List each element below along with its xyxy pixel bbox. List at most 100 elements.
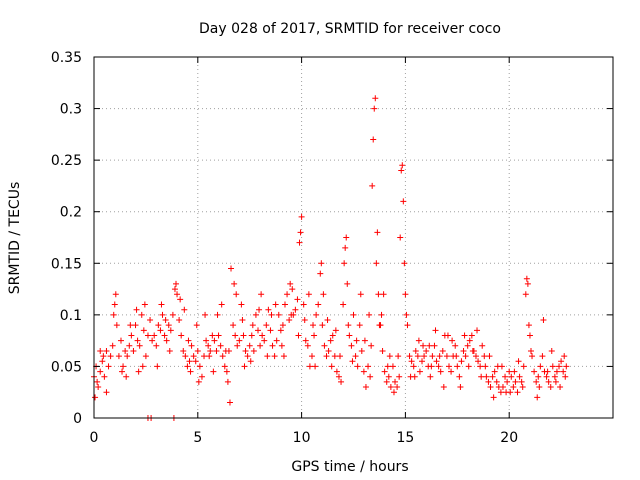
- data-point: [535, 373, 542, 380]
- data-point: [493, 378, 500, 385]
- data-point: [400, 198, 407, 205]
- data-point: [122, 347, 129, 354]
- data-point: [448, 368, 455, 375]
- data-point: [217, 342, 224, 349]
- data-point: [404, 322, 411, 329]
- data-point: [265, 306, 272, 313]
- data-point: [561, 353, 568, 360]
- data-point: [182, 353, 189, 360]
- data-point: [479, 342, 486, 349]
- data-point: [474, 327, 481, 334]
- data-point: [421, 353, 428, 360]
- x-axis-label: GPS time / hours: [291, 459, 408, 475]
- data-point: [374, 229, 381, 236]
- data-point: [427, 373, 434, 380]
- data-point: [452, 342, 459, 349]
- data-point: [142, 353, 149, 360]
- y-tick-label: 0.15: [51, 256, 82, 272]
- data-point: [373, 260, 380, 267]
- data-point: [272, 301, 279, 308]
- data-point: [483, 373, 490, 380]
- data-point: [95, 384, 102, 391]
- data-point: [139, 363, 146, 370]
- data-point: [149, 337, 156, 344]
- data-point: [115, 353, 122, 360]
- data-point: [269, 342, 276, 349]
- data-point: [352, 353, 359, 360]
- data-point: [233, 291, 240, 298]
- data-point: [557, 384, 564, 391]
- data-point: [290, 311, 297, 318]
- data-point: [436, 353, 443, 360]
- data-point: [454, 363, 461, 370]
- data-point: [130, 347, 137, 354]
- x-tick-label: 15: [396, 430, 414, 446]
- data-point: [311, 332, 318, 339]
- data-point: [258, 291, 265, 298]
- data-point: [518, 378, 525, 385]
- data-point: [242, 347, 249, 354]
- data-point: [502, 373, 509, 380]
- data-point: [358, 347, 365, 354]
- data-point: [411, 373, 418, 380]
- data-point: [302, 337, 309, 344]
- data-point: [534, 394, 541, 401]
- data-point: [540, 317, 547, 324]
- data-point: [228, 265, 235, 272]
- data-point: [423, 347, 430, 354]
- data-point: [486, 353, 493, 360]
- data-point: [545, 378, 552, 385]
- data-point: [387, 384, 394, 391]
- data-point: [349, 358, 356, 365]
- data-point: [252, 311, 259, 318]
- data-point: [157, 327, 164, 334]
- data-point: [511, 368, 518, 375]
- data-point: [544, 368, 551, 375]
- data-point: [344, 280, 351, 287]
- data-point: [239, 317, 246, 324]
- data-point: [508, 373, 515, 380]
- data-point: [477, 363, 484, 370]
- data-point: [378, 311, 385, 318]
- data-points: [91, 95, 570, 421]
- data-point: [173, 280, 180, 287]
- data-point: [207, 347, 214, 354]
- data-point: [456, 373, 463, 380]
- data-point: [556, 363, 563, 370]
- data-point: [298, 213, 305, 220]
- data-point: [397, 234, 404, 241]
- data-point: [308, 353, 315, 360]
- data-point: [367, 373, 374, 380]
- data-point: [489, 373, 496, 380]
- data-point: [428, 363, 435, 370]
- data-point: [186, 358, 193, 365]
- data-point: [461, 332, 468, 339]
- data-point: [169, 311, 176, 318]
- data-point: [289, 286, 296, 293]
- data-point: [519, 384, 526, 391]
- data-point: [437, 368, 444, 375]
- data-point: [240, 332, 247, 339]
- data-point: [111, 301, 118, 308]
- data-point: [412, 347, 419, 354]
- data-point: [94, 378, 101, 385]
- data-point: [333, 368, 340, 375]
- data-point: [174, 291, 181, 298]
- data-point: [190, 353, 197, 360]
- data-point: [177, 296, 184, 303]
- chart-title: Day 028 of 2017, SRMTID for receiver coc…: [199, 21, 501, 37]
- data-point: [275, 311, 282, 318]
- data-point: [176, 317, 183, 324]
- data-point: [506, 368, 513, 375]
- data-point: [244, 353, 251, 360]
- data-point: [163, 337, 170, 344]
- data-point: [406, 353, 413, 360]
- data-point: [247, 358, 254, 365]
- data-point: [310, 322, 317, 329]
- data-point: [553, 368, 560, 375]
- data-point: [192, 358, 199, 365]
- plot-frame: [93, 56, 614, 419]
- data-point: [320, 291, 327, 298]
- data-point: [375, 291, 382, 298]
